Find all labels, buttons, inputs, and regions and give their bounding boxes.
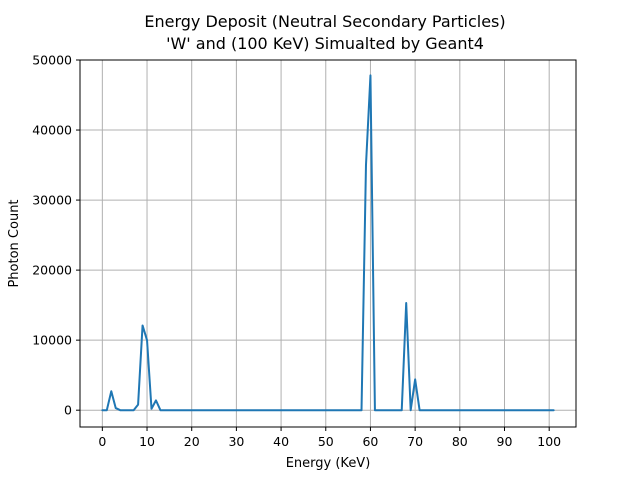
y-tick-label: 20000 <box>32 263 72 278</box>
y-tick-label: 0 <box>64 403 72 418</box>
y-tick-label: 10000 <box>32 333 72 348</box>
chart-title-line-2: 'W' and (100 KeV) Simualted by Geant4 <box>166 34 484 53</box>
series-layer <box>101 74 555 412</box>
x-tick-label: 30 <box>228 434 244 449</box>
x-tick-label: 90 <box>497 434 513 449</box>
axis-ticks: 0 10 20 30 40 50 60 70 80 90 100 0 10000 20000 30000 40… <box>32 53 561 450</box>
x-tick-label: 80 <box>452 434 468 449</box>
x-tick-label: 60 <box>362 434 378 449</box>
x-tick-label: 0 <box>98 434 106 449</box>
y-tick-label: 50000 <box>32 53 72 68</box>
series-line <box>101 74 555 412</box>
x-tick-label: 100 <box>537 434 561 449</box>
plot-frame <box>79 59 577 428</box>
chart-title: Energy Deposit (Neutral Secondary Partic… <box>144 12 505 53</box>
x-tick-label: 10 <box>139 434 155 449</box>
x-axis-label: Energy (KeV) <box>286 456 371 471</box>
x-tick-label: 70 <box>407 434 423 449</box>
x-tick-label: 40 <box>273 434 289 449</box>
y-axis-label: Photon Count <box>7 199 22 287</box>
x-tick-label: 20 <box>184 434 200 449</box>
chart-title-line-1: Energy Deposit (Neutral Secondary Partic… <box>144 12 505 31</box>
x-tick-label: 50 <box>318 434 334 449</box>
grid-lines <box>80 59 576 427</box>
y-tick-label: 40000 <box>32 123 72 138</box>
y-tick-label: 30000 <box>32 193 72 208</box>
